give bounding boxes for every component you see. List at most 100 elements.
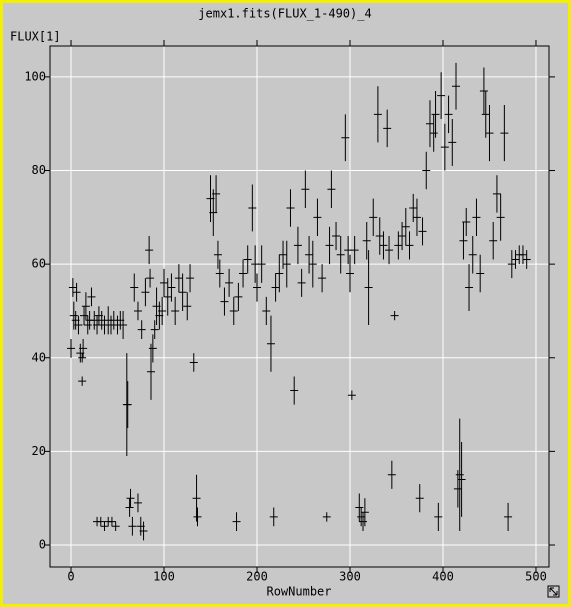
error-point: [385, 236, 394, 265]
x-tick-label: 400: [432, 570, 454, 584]
error-point: [489, 222, 498, 260]
error-point: [440, 123, 449, 171]
error-point: [81, 292, 90, 321]
y-tick-label: 60: [32, 257, 46, 271]
error-point: [128, 516, 137, 536]
error-point: [301, 170, 310, 208]
error-point: [107, 516, 116, 527]
error-point: [78, 376, 87, 386]
error-point: [78, 353, 87, 363]
error-point: [141, 278, 150, 307]
y-tick-label: 100: [24, 69, 46, 83]
error-point: [434, 502, 443, 531]
error-point: [100, 521, 109, 531]
error-point: [111, 521, 120, 531]
error-point: [148, 334, 157, 363]
error-point: [174, 264, 183, 293]
error-point: [476, 254, 485, 293]
error-point: [167, 273, 176, 302]
error-point: [67, 339, 76, 358]
error-point: [93, 315, 102, 335]
error-point: [448, 119, 457, 166]
error-point: [160, 268, 169, 297]
error-point: [412, 198, 421, 237]
error-point: [511, 250, 520, 269]
y-tick-label: 20: [32, 444, 46, 458]
error-point: [126, 488, 135, 508]
error-point: [158, 296, 167, 325]
error-point: [459, 222, 468, 260]
error-point: [313, 198, 322, 237]
y-tick-label: 80: [32, 163, 46, 177]
error-point: [452, 62, 461, 110]
error-point: [465, 264, 474, 311]
error-point: [282, 240, 291, 288]
error-point: [262, 296, 271, 325]
error-point: [79, 339, 88, 358]
error-point: [125, 498, 134, 517]
error-point: [522, 250, 531, 269]
error-point: [275, 254, 284, 293]
error-point: [68, 278, 77, 297]
error-point: [253, 273, 262, 302]
error-point: [146, 268, 155, 288]
error-point: [405, 231, 414, 260]
error-point: [322, 512, 331, 522]
x-axis-label: RowNumber: [266, 585, 331, 599]
error-point: [80, 306, 89, 325]
error-point: [297, 268, 306, 297]
error-point: [504, 502, 513, 531]
error-point: [425, 100, 434, 148]
error-point: [139, 521, 148, 541]
x-tick-label: 300: [339, 570, 361, 584]
error-point: [178, 273, 187, 311]
error-point: [290, 376, 299, 405]
error-point: [369, 198, 378, 237]
error-point: [500, 104, 509, 162]
error-point: [341, 114, 350, 162]
x-tick-label: 500: [525, 570, 547, 584]
error-point: [360, 498, 369, 527]
error-point: [183, 292, 192, 321]
error-point: [485, 104, 494, 162]
error-point: [215, 259, 224, 288]
error-point: [266, 315, 275, 372]
resize-arrow[interactable]: [549, 587, 558, 596]
error-point: [364, 250, 373, 325]
error-point: [453, 470, 462, 508]
error-point: [150, 320, 159, 340]
error-point: [472, 198, 481, 237]
error-point: [507, 250, 516, 279]
error-point: [171, 296, 180, 325]
error-point: [429, 114, 438, 152]
x-tick-label: 200: [246, 570, 268, 584]
error-point: [189, 353, 198, 372]
error-point: [133, 493, 142, 513]
error-point: [192, 474, 201, 522]
error-point: [332, 222, 341, 251]
error-point: [455, 418, 464, 531]
error-point: [186, 264, 195, 293]
error-point: [96, 516, 105, 527]
error-point: [234, 282, 243, 311]
error-point: [327, 170, 336, 208]
error-point: [431, 90, 440, 138]
error-point: [492, 175, 501, 213]
error-point: [137, 320, 146, 340]
error-point: [212, 175, 221, 213]
error-point: [213, 240, 222, 269]
error-point: [418, 217, 427, 246]
error-point: [123, 381, 132, 428]
error-point: [375, 217, 384, 255]
error-point: [163, 278, 172, 316]
error-point: [422, 151, 431, 190]
error-point: [130, 273, 139, 302]
x-tick-label: 0: [67, 570, 74, 584]
error-point: [248, 184, 257, 232]
resize-icon[interactable]: [547, 585, 560, 598]
error-point: [357, 507, 366, 527]
error-point: [345, 254, 354, 293]
error-point: [87, 287, 96, 307]
